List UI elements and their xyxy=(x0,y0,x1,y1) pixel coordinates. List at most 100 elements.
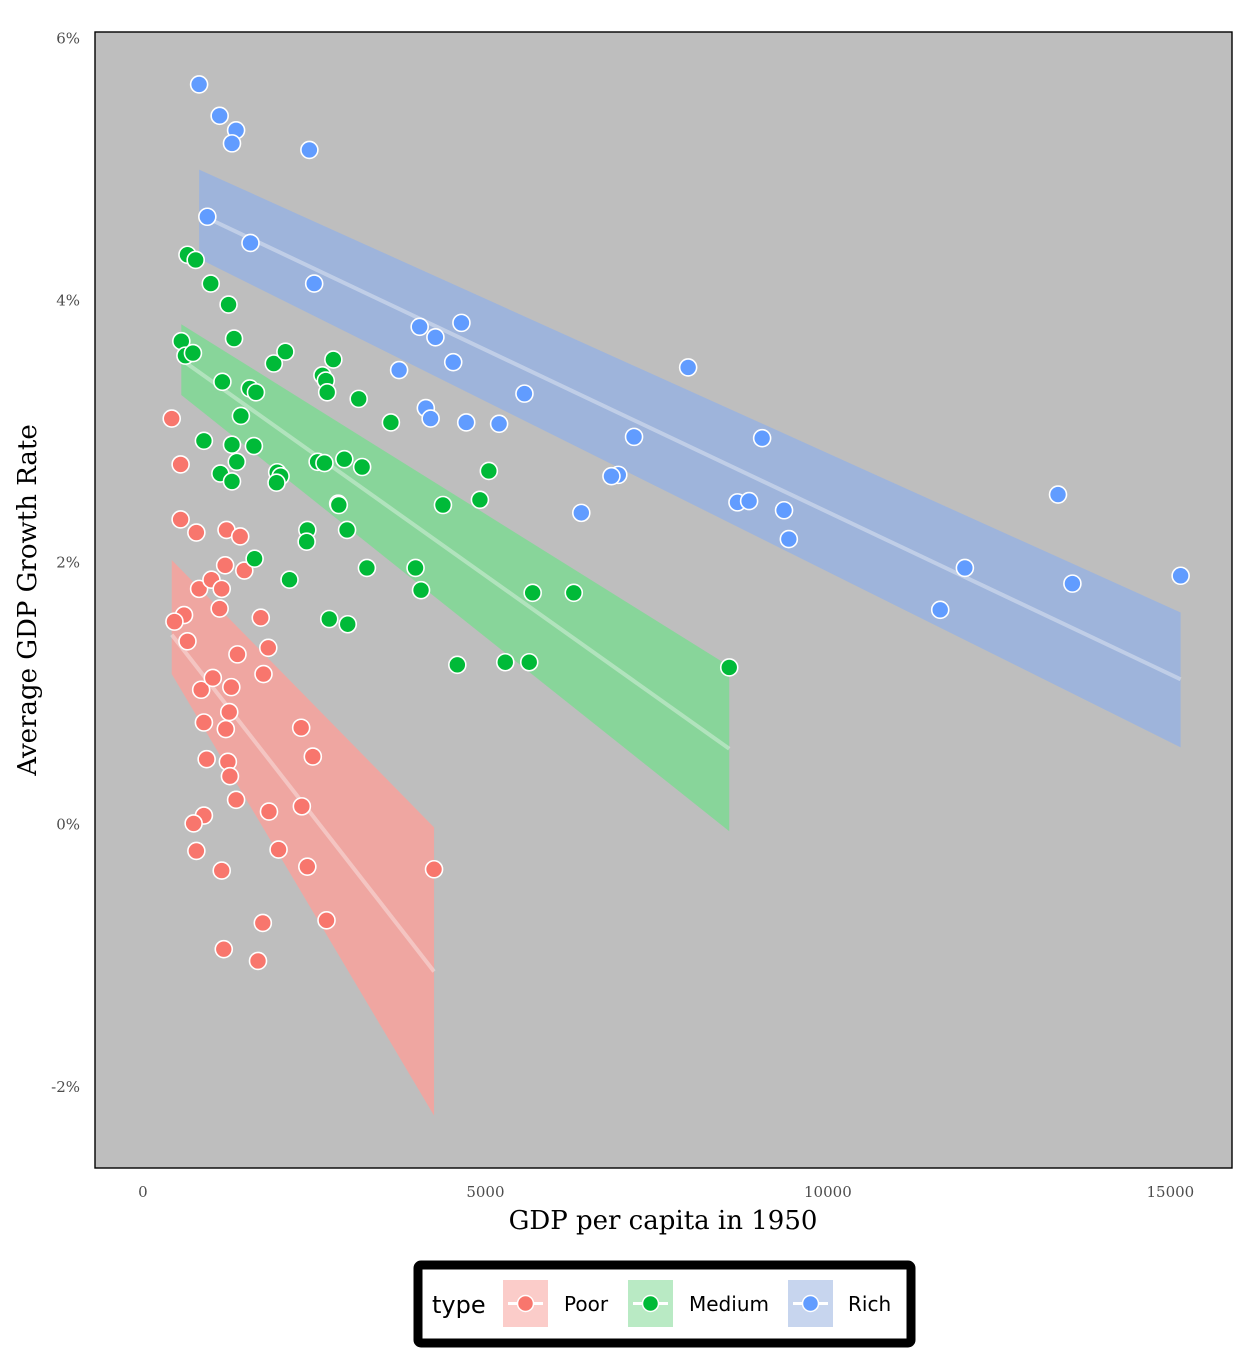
data-point-poor xyxy=(214,939,234,959)
data-point-poor xyxy=(184,814,203,833)
data-point-medium xyxy=(381,413,401,432)
data-point-medium xyxy=(297,532,316,551)
y-tick-label: 6% xyxy=(56,30,80,48)
data-point-medium xyxy=(433,495,453,515)
data-point-poor xyxy=(212,579,232,599)
data-point-medium xyxy=(245,549,264,569)
data-point-poor xyxy=(165,612,184,631)
data-point-rich xyxy=(241,233,260,253)
data-point-rich xyxy=(210,106,229,126)
data-point-medium xyxy=(267,473,286,493)
data-point-medium xyxy=(406,558,425,578)
data-point-medium xyxy=(335,449,354,469)
data-point-poor xyxy=(226,790,246,810)
data-point-rich xyxy=(452,313,471,333)
data-point-rich xyxy=(930,600,950,620)
data-point-rich xyxy=(198,207,217,227)
data-point-medium xyxy=(276,342,295,362)
data-point-medium xyxy=(186,250,205,270)
confidence-band-medium xyxy=(181,324,730,832)
data-point-rich xyxy=(389,360,409,380)
data-point-poor xyxy=(291,718,311,738)
data-points xyxy=(162,75,1190,971)
data-point-medium xyxy=(244,436,264,456)
data-point-medium xyxy=(319,609,339,629)
y-tick-label: 4% xyxy=(56,292,80,310)
data-point-medium xyxy=(519,652,539,672)
data-point-medium xyxy=(448,655,467,675)
data-point-rich xyxy=(421,409,440,428)
data-point-rich xyxy=(515,384,534,403)
data-point-poor xyxy=(191,680,211,700)
y-axis-ticks: -2% 0% 2% 4% 6% xyxy=(51,30,80,1096)
data-point-medium xyxy=(479,461,499,481)
data-point-poor xyxy=(194,713,214,732)
data-point-poor xyxy=(187,841,206,861)
confidence-band-poor xyxy=(171,560,435,1116)
data-point-rich xyxy=(572,503,591,523)
data-point-rich xyxy=(489,414,509,434)
data-point-poor xyxy=(230,527,250,546)
data-point-medium xyxy=(317,383,337,402)
data-point-medium xyxy=(719,658,739,677)
data-point-rich xyxy=(774,500,794,520)
data-point-medium xyxy=(315,453,334,473)
fit-line-rich xyxy=(198,212,1182,682)
data-point-poor xyxy=(171,455,190,474)
data-point-poor xyxy=(235,561,254,580)
legend-key-point-rich xyxy=(801,1294,820,1313)
data-point-medium xyxy=(222,472,242,491)
data-point-poor xyxy=(212,861,232,880)
data-point-poor xyxy=(216,719,236,739)
data-point-rich xyxy=(443,352,463,372)
data-point-rich xyxy=(1171,566,1190,586)
legend-item-poor: Poor xyxy=(503,1280,609,1327)
data-point-medium xyxy=(470,490,490,510)
x-tick-label: 5000 xyxy=(466,1183,504,1201)
data-point-rich xyxy=(955,558,975,578)
data-point-poor xyxy=(215,555,235,575)
data-point-medium xyxy=(224,329,244,348)
data-point-rich xyxy=(1063,574,1082,593)
data-point-rich xyxy=(1048,485,1068,504)
data-point-rich xyxy=(624,427,644,447)
data-point-poor xyxy=(171,510,190,529)
y-axis-title: Average GDP Growth Rate xyxy=(13,424,43,776)
data-point-medium xyxy=(523,583,542,603)
fit-line-medium xyxy=(180,357,731,751)
data-point-rich xyxy=(739,491,759,511)
data-point-poor xyxy=(253,913,273,933)
data-point-poor xyxy=(222,677,241,697)
data-point-rich xyxy=(304,274,324,293)
data-point-medium xyxy=(411,580,431,600)
data-point-medium xyxy=(337,520,357,540)
legend-label-medium: Medium xyxy=(689,1292,769,1316)
data-point-rich xyxy=(678,358,698,377)
data-point-poor xyxy=(292,797,312,816)
data-point-rich xyxy=(222,134,242,153)
data-point-poor xyxy=(269,840,288,859)
legend-key-point-poor xyxy=(516,1294,535,1313)
data-point-rich xyxy=(410,317,429,337)
data-point-medium xyxy=(349,389,369,409)
legend-label-rich: Rich xyxy=(848,1292,891,1316)
data-point-rich xyxy=(456,413,476,432)
x-tick-label: 0 xyxy=(138,1183,148,1201)
data-point-medium xyxy=(183,343,203,363)
data-point-rich xyxy=(752,428,772,448)
data-point-poor xyxy=(228,645,247,664)
data-point-poor xyxy=(258,638,278,658)
data-point-medium xyxy=(227,452,247,472)
data-point-medium xyxy=(495,652,515,672)
x-tick-label: 10000 xyxy=(804,1183,852,1201)
x-axis-title: GDP per capita in 1950 xyxy=(509,1206,818,1236)
panel-border xyxy=(94,31,1233,1169)
data-point-poor xyxy=(317,911,336,930)
y-tick-label: 0% xyxy=(56,816,80,834)
legend-label-poor: Poor xyxy=(564,1292,609,1316)
data-point-poor xyxy=(303,747,323,766)
data-point-poor xyxy=(162,409,182,428)
x-axis-ticks: 0 5000 10000 15000 xyxy=(138,1183,1194,1201)
data-point-medium xyxy=(219,295,238,314)
y-tick-label: -2% xyxy=(51,1078,80,1096)
